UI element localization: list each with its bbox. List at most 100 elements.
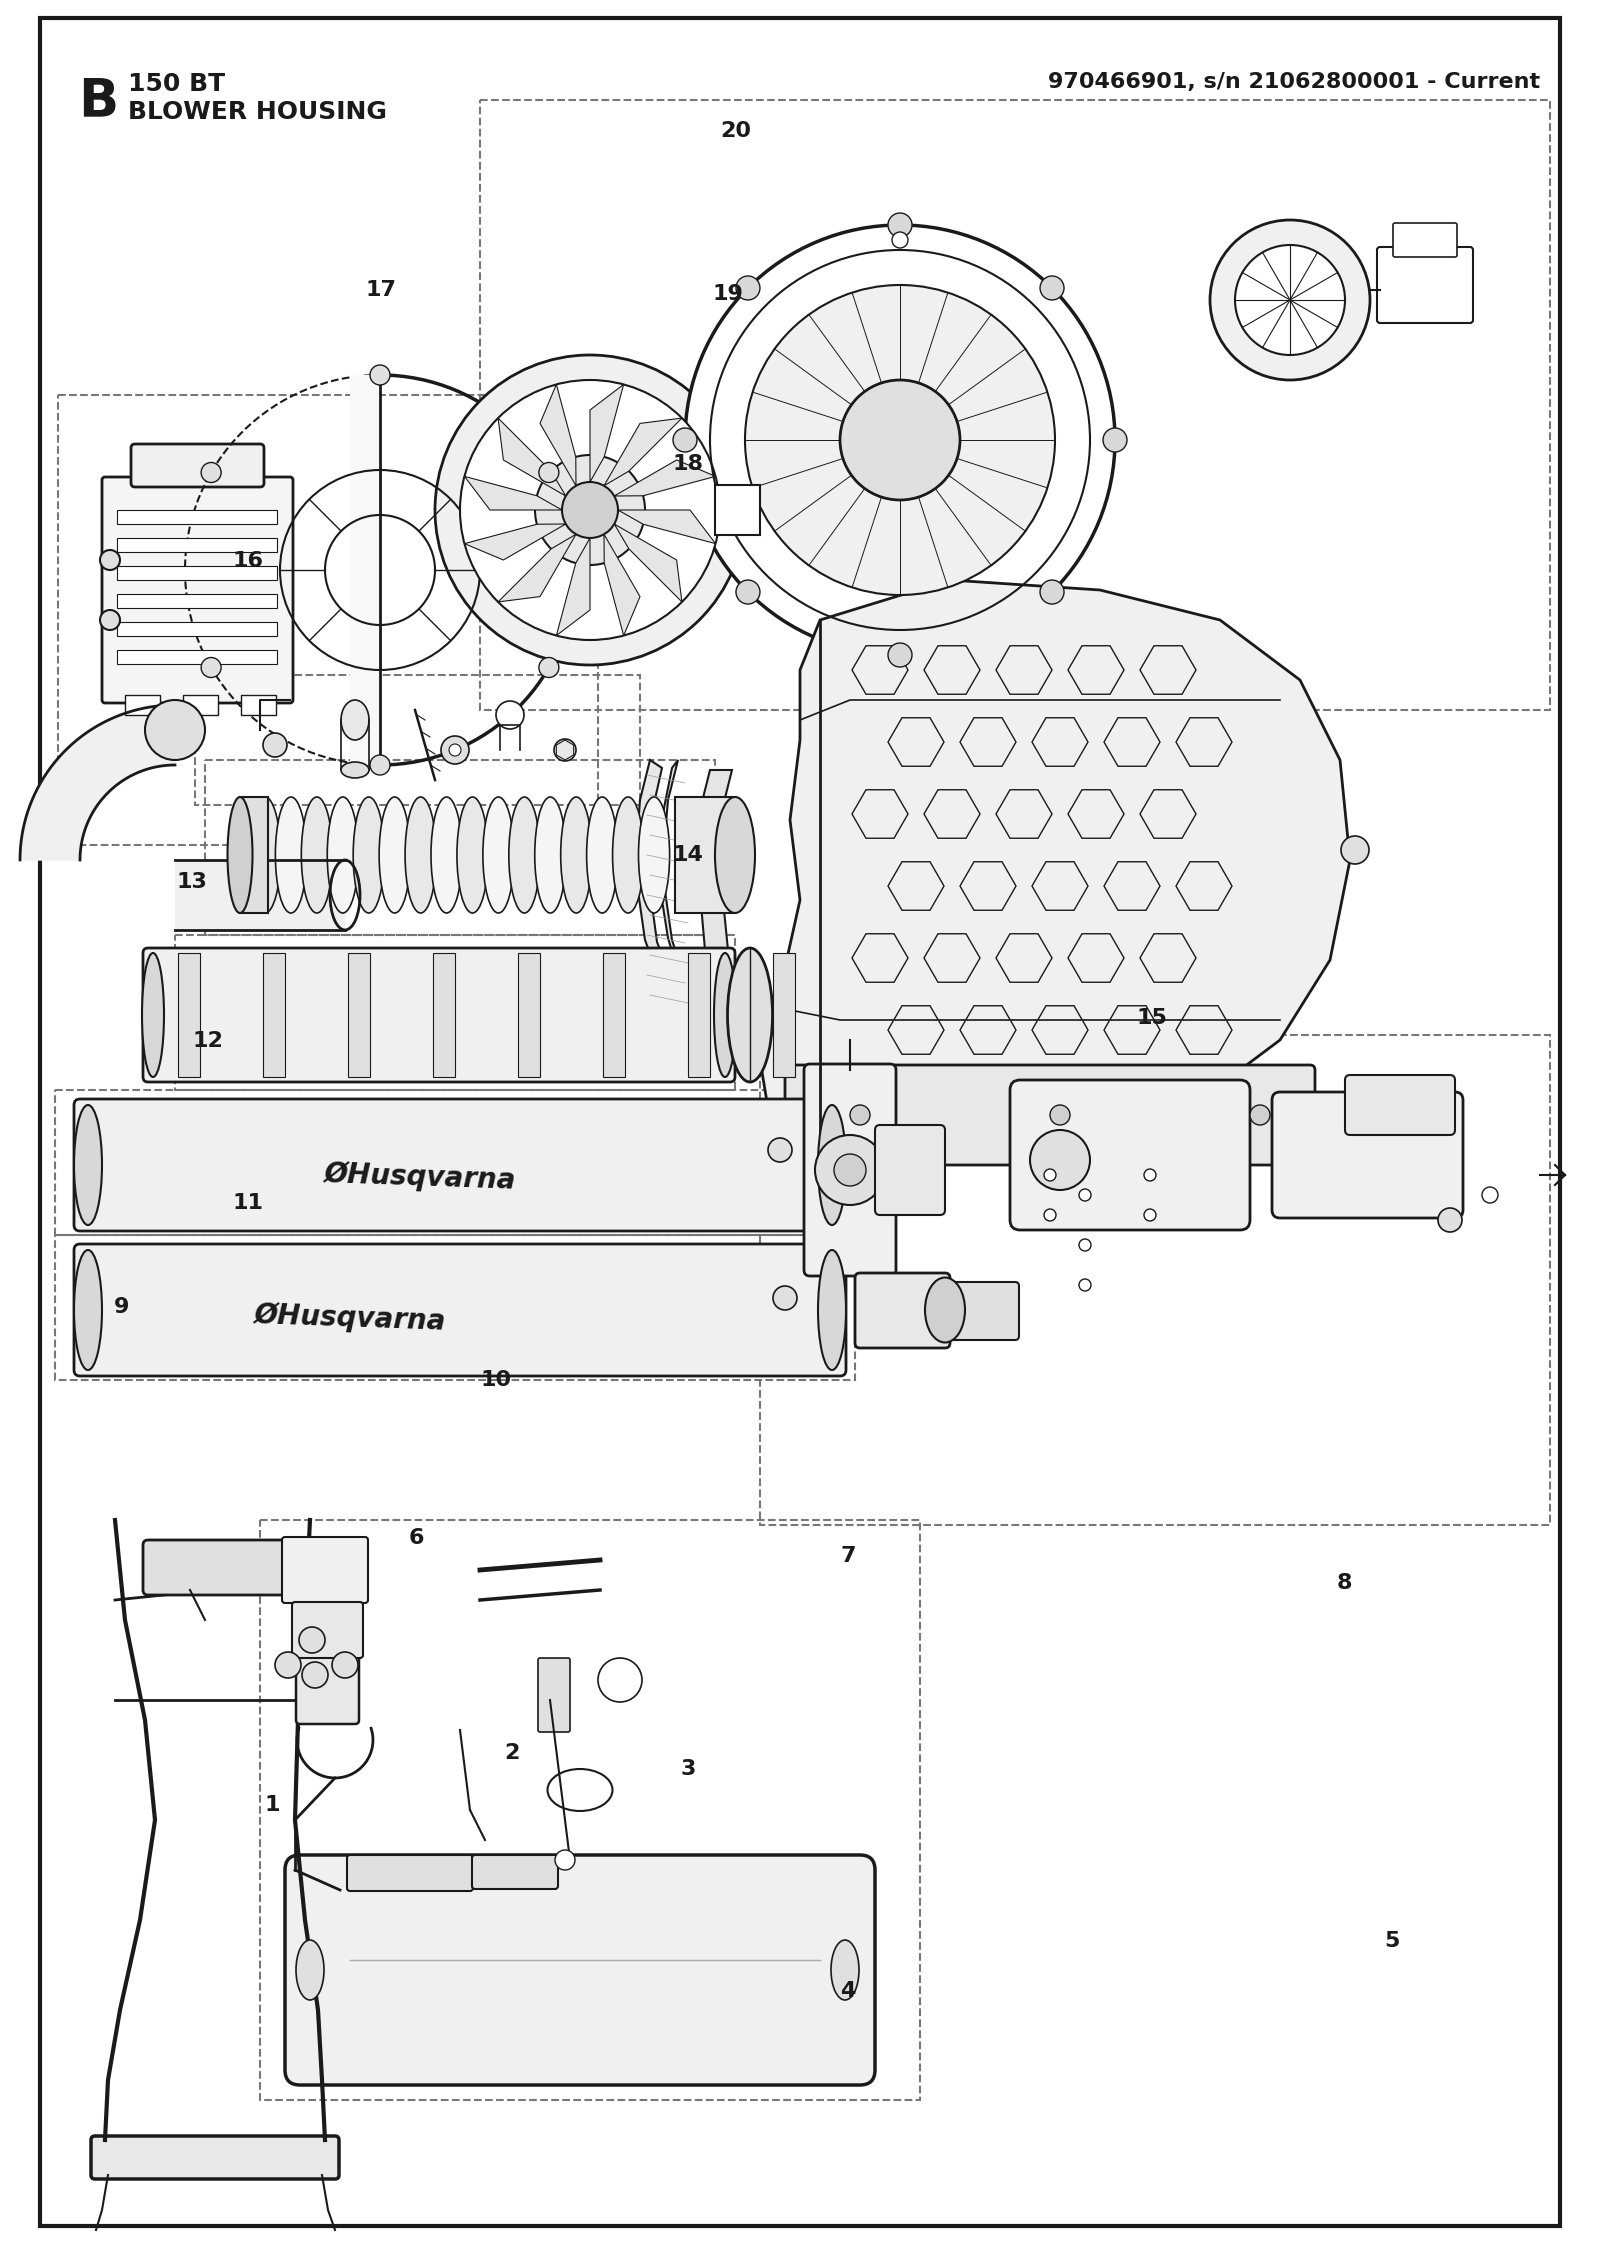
Bar (178, 952, 200, 1077)
Bar (117, 566, 277, 579)
Circle shape (99, 550, 120, 570)
Circle shape (746, 285, 1054, 595)
FancyBboxPatch shape (1394, 224, 1458, 258)
Text: 13: 13 (176, 873, 208, 891)
Circle shape (555, 1850, 574, 1871)
Circle shape (685, 224, 1115, 656)
Ellipse shape (227, 796, 253, 914)
Ellipse shape (458, 796, 488, 914)
Polygon shape (618, 509, 715, 543)
FancyBboxPatch shape (142, 1540, 293, 1595)
Circle shape (834, 1154, 866, 1185)
Bar (117, 595, 277, 608)
Circle shape (1030, 1131, 1090, 1190)
Circle shape (736, 579, 760, 604)
Ellipse shape (509, 796, 539, 914)
Bar (773, 952, 795, 1077)
Circle shape (768, 1138, 792, 1163)
Circle shape (773, 1287, 797, 1310)
Ellipse shape (379, 796, 410, 914)
Text: 3: 3 (680, 1760, 696, 1778)
Circle shape (1144, 1169, 1155, 1181)
Polygon shape (590, 385, 624, 482)
Bar (125, 694, 160, 715)
Bar (242, 694, 277, 715)
Bar (117, 509, 277, 525)
Bar (434, 952, 454, 1077)
Text: 150 BT: 150 BT (128, 72, 226, 95)
Text: 7: 7 (840, 1547, 856, 1565)
Bar (675, 796, 734, 914)
Circle shape (1210, 219, 1370, 380)
Ellipse shape (328, 796, 358, 914)
Text: 15: 15 (1136, 1009, 1168, 1027)
FancyBboxPatch shape (74, 1099, 846, 1231)
Bar (240, 796, 269, 914)
FancyBboxPatch shape (282, 1536, 368, 1604)
Ellipse shape (296, 1941, 323, 2000)
Polygon shape (498, 534, 576, 602)
Ellipse shape (275, 796, 307, 914)
Circle shape (299, 1626, 325, 1654)
Polygon shape (464, 525, 566, 561)
Polygon shape (635, 760, 694, 1011)
FancyBboxPatch shape (936, 1283, 1019, 1339)
Ellipse shape (534, 796, 566, 914)
Polygon shape (605, 534, 640, 636)
Ellipse shape (638, 796, 670, 914)
Polygon shape (557, 538, 590, 636)
Circle shape (370, 364, 390, 385)
FancyBboxPatch shape (1346, 1074, 1454, 1136)
Circle shape (562, 482, 618, 538)
FancyBboxPatch shape (1010, 1079, 1250, 1231)
Ellipse shape (715, 796, 755, 914)
FancyBboxPatch shape (854, 1274, 950, 1348)
Circle shape (534, 455, 645, 566)
Ellipse shape (74, 1251, 102, 1371)
Text: 18: 18 (672, 455, 704, 473)
Circle shape (850, 1106, 870, 1124)
Bar (117, 649, 277, 665)
Circle shape (99, 611, 120, 631)
Ellipse shape (341, 699, 370, 740)
Bar (259, 1520, 920, 2099)
Ellipse shape (146, 699, 205, 760)
FancyBboxPatch shape (291, 1601, 363, 1658)
Text: 4: 4 (840, 1982, 856, 2000)
Circle shape (539, 461, 558, 482)
Text: 12: 12 (192, 1031, 224, 1050)
Ellipse shape (250, 796, 280, 914)
FancyBboxPatch shape (131, 443, 264, 486)
FancyBboxPatch shape (805, 1063, 896, 1276)
Circle shape (539, 658, 558, 679)
Ellipse shape (925, 1278, 965, 1344)
FancyBboxPatch shape (142, 948, 734, 1081)
Circle shape (893, 233, 909, 249)
Text: ØHusqvarna: ØHusqvarna (253, 1301, 446, 1335)
Text: 5: 5 (1384, 1932, 1400, 1950)
Circle shape (814, 1136, 885, 1206)
Bar (350, 375, 381, 765)
Circle shape (202, 461, 221, 482)
FancyBboxPatch shape (296, 1626, 358, 1724)
Ellipse shape (560, 796, 592, 914)
Circle shape (888, 642, 912, 667)
FancyBboxPatch shape (786, 1065, 1315, 1165)
Text: BLOWER HOUSING: BLOWER HOUSING (128, 100, 387, 124)
Ellipse shape (714, 952, 736, 1077)
Text: 20: 20 (720, 122, 752, 140)
Circle shape (496, 701, 525, 728)
Polygon shape (614, 525, 682, 602)
Circle shape (1250, 1106, 1270, 1124)
Text: 17: 17 (365, 280, 397, 299)
Circle shape (1078, 1190, 1091, 1201)
Ellipse shape (830, 1941, 859, 2000)
Circle shape (333, 1651, 358, 1678)
FancyBboxPatch shape (875, 1124, 946, 1215)
Circle shape (1438, 1208, 1462, 1233)
Circle shape (1341, 837, 1370, 864)
Bar (174, 934, 734, 1090)
Bar (195, 674, 640, 805)
Bar (715, 484, 760, 536)
Polygon shape (19, 706, 174, 860)
